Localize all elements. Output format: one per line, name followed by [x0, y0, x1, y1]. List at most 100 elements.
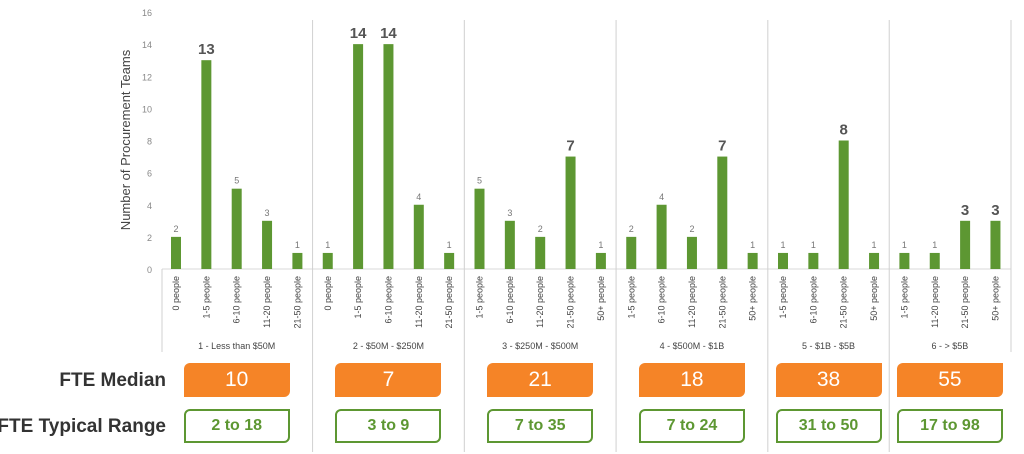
bar [353, 44, 364, 269]
group-label: 2 - $50M - $250M [353, 341, 424, 351]
bar [990, 220, 1001, 269]
fte-median-box: 55 [896, 363, 1003, 397]
bar [899, 252, 910, 269]
fte-median-box: 10 [183, 363, 290, 397]
bar [201, 60, 212, 269]
category-label: 21-50 people [444, 276, 454, 329]
category-label: 1-5 people [201, 276, 211, 319]
y-tick-label: 10 [142, 104, 152, 114]
y-tick-label: 6 [147, 169, 152, 179]
data-label: 1 [811, 240, 816, 250]
fte-range-label: FTE Typical Range [0, 416, 166, 437]
category-label: 1-5 people [778, 276, 788, 319]
bar [444, 252, 455, 269]
data-label: 1 [325, 240, 330, 250]
bar [292, 252, 303, 269]
group-label: 4 - $500M - $1B [660, 341, 725, 351]
category-label: 0 people [171, 276, 181, 311]
bar [929, 252, 940, 269]
data-label: 5 [477, 176, 482, 186]
group-label: 3 - $250M - $500M [502, 341, 578, 351]
data-label: 1 [872, 240, 877, 250]
bar [383, 44, 394, 269]
category-label: 11-20 people [414, 276, 424, 328]
fte-range-box: 2 to 18 [183, 409, 290, 443]
fte-median-box: 18 [638, 363, 745, 397]
category-label: 11-20 people [535, 276, 545, 328]
bar [595, 252, 606, 269]
bar [808, 252, 819, 269]
category-label: 6-10 people [383, 276, 393, 324]
data-label: 14 [380, 25, 397, 42]
data-label: 2 [689, 224, 694, 234]
data-label: 2 [538, 224, 543, 234]
fte-range-box: 17 to 98 [896, 409, 1003, 443]
bar [413, 204, 424, 269]
data-label: 3 [265, 208, 270, 218]
category-label: 21-50 people [960, 276, 970, 329]
category-label: 1-5 people [626, 276, 636, 319]
category-label: 1-5 people [899, 276, 909, 319]
bar [960, 220, 971, 269]
data-label: 1 [447, 240, 452, 250]
y-axis-label: Number of Procurement Teams [118, 49, 133, 230]
bar [747, 252, 758, 269]
fte-median-box: 21 [487, 363, 594, 397]
category-label: 11-20 people [262, 276, 272, 328]
category-label: 50+ people [748, 276, 758, 321]
bar [686, 236, 697, 269]
y-tick-label: 4 [147, 201, 152, 211]
bar [778, 252, 788, 269]
fte-median-box: 7 [335, 363, 442, 397]
category-label: 1-5 people [475, 276, 485, 319]
category-label: 50+ people [596, 276, 606, 321]
bar [717, 156, 728, 269]
bar [474, 188, 485, 269]
bar [656, 204, 667, 269]
group-label: 6 - > $5B [932, 341, 969, 351]
data-label: 3 [507, 208, 512, 218]
bar [869, 252, 880, 269]
fte-range-box: 7 to 24 [638, 409, 745, 443]
data-label: 4 [416, 192, 421, 202]
category-label: 21-50 people [566, 276, 576, 329]
category-label: 1-5 people [353, 276, 363, 319]
data-label: 1 [780, 240, 785, 250]
category-label: 6-10 people [657, 276, 667, 324]
y-tick-label: 0 [147, 265, 152, 275]
data-label: 1 [902, 240, 907, 250]
data-label: 1 [932, 240, 937, 250]
bar [262, 220, 273, 269]
y-tick-label: 2 [147, 233, 152, 243]
category-label: 6-10 people [808, 276, 818, 324]
data-label: 1 [598, 240, 603, 250]
fte-median-label: FTE Median [59, 370, 166, 391]
bar [504, 220, 515, 269]
data-label: 7 [566, 138, 574, 155]
bar [231, 188, 242, 269]
bar [565, 156, 576, 269]
data-label: 8 [840, 122, 848, 139]
category-label: 6-10 people [232, 276, 242, 324]
data-label: 7 [718, 138, 726, 155]
data-label: 4 [659, 192, 664, 202]
category-label: 21-50 people [839, 276, 849, 329]
y-tick-label: 12 [142, 72, 152, 82]
category-label: 50+ people [869, 276, 879, 321]
category-label: 6-10 people [505, 276, 515, 324]
category-label: 21-50 people [717, 276, 727, 329]
bar [626, 236, 637, 269]
data-label: 5 [234, 176, 239, 186]
bar [535, 236, 546, 269]
fte-range-box: 31 to 50 [775, 409, 882, 443]
bar [322, 252, 333, 269]
data-label: 2 [173, 224, 178, 234]
fte-median-box: 38 [775, 363, 882, 397]
fte-range-box: 3 to 9 [335, 409, 442, 443]
category-label: 21-50 people [292, 276, 302, 329]
y-tick-label: 16 [142, 8, 152, 18]
group-label: 1 - Less than $50M [198, 341, 275, 351]
data-label: 1 [295, 240, 300, 250]
data-label: 14 [350, 25, 367, 42]
